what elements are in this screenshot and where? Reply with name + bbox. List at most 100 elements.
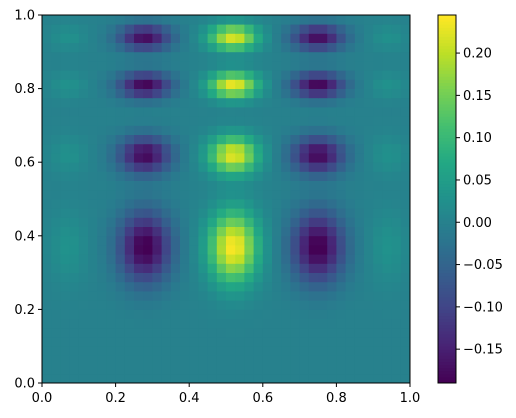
heatmap-cell <box>354 373 365 384</box>
heatmap-cell <box>106 309 116 319</box>
heatmap-cell <box>60 263 70 273</box>
heatmap-cell <box>391 51 402 62</box>
heatmap-cell <box>170 180 181 191</box>
heatmap-cell <box>180 281 190 292</box>
heatmap-cell <box>235 245 245 255</box>
heatmap-cell <box>198 79 208 89</box>
heatmap-cell <box>115 337 126 347</box>
heatmap-cell <box>124 235 135 246</box>
heatmap-cell <box>290 42 300 53</box>
heatmap-cell <box>78 235 89 246</box>
heatmap-cell <box>345 245 356 255</box>
heatmap-cell <box>161 281 172 292</box>
heatmap-cell <box>78 107 89 117</box>
heatmap-cell <box>152 51 162 62</box>
heatmap-cell <box>97 235 107 246</box>
heatmap-cell <box>198 33 208 43</box>
heatmap-cell <box>226 180 236 191</box>
heatmap-cell <box>106 364 116 375</box>
heatmap-cell <box>364 327 374 338</box>
heatmap-cell <box>198 235 208 246</box>
colorbar-segment <box>438 51 456 56</box>
heatmap-cell <box>69 180 80 191</box>
heatmap-cell <box>216 116 227 126</box>
heatmap-cell <box>345 199 356 209</box>
heatmap-cell <box>180 199 190 209</box>
heatmap-cell <box>281 291 291 301</box>
heatmap-cell <box>318 327 328 338</box>
heatmap-cell <box>60 88 70 99</box>
heatmap-cell <box>391 217 402 227</box>
heatmap-cell <box>216 318 227 329</box>
heatmap-cell <box>207 15 218 25</box>
heatmap-cell <box>235 51 245 62</box>
heatmap-cell <box>382 189 392 200</box>
heatmap-cell <box>78 226 89 237</box>
heatmap-cell <box>180 346 190 356</box>
heatmap-cell <box>180 235 190 246</box>
heatmap-cell <box>281 226 291 237</box>
heatmap-cell <box>161 355 172 365</box>
heatmap-cell <box>69 327 80 338</box>
heatmap-cell <box>364 24 374 34</box>
heatmap-cell <box>207 171 218 181</box>
heatmap-cell <box>216 79 227 89</box>
heatmap-cell <box>253 180 264 191</box>
heatmap-cell <box>364 162 374 172</box>
heatmap-cell <box>97 162 107 172</box>
heatmap-cell <box>115 226 126 237</box>
colorbar-segment <box>438 251 456 255</box>
heatmap-cell <box>106 272 116 283</box>
heatmap-cell <box>235 199 245 209</box>
heatmap-cell <box>78 346 89 356</box>
heatmap-cell <box>281 79 291 89</box>
heatmap-cell <box>235 162 245 172</box>
heatmap-cell <box>88 281 98 292</box>
colorbar-segment <box>438 217 456 221</box>
heatmap-cell <box>60 373 70 384</box>
colorbar-segment <box>438 61 456 65</box>
heatmap-cell <box>189 153 199 163</box>
heatmap-cell <box>216 125 227 135</box>
colorbar-segment <box>438 361 456 366</box>
heatmap-cell <box>88 88 98 99</box>
heatmap-cell <box>290 208 300 218</box>
heatmap-cell <box>235 61 245 71</box>
heatmap-cell <box>134 33 144 43</box>
heatmap-cell <box>134 42 144 53</box>
heatmap-cell <box>318 33 328 43</box>
heatmap-cell <box>364 42 374 53</box>
heatmap-cell <box>226 153 236 163</box>
heatmap-cell <box>345 24 356 34</box>
heatmap-cell <box>327 355 337 365</box>
heatmap-cell <box>400 281 411 292</box>
heatmap-cell <box>134 355 144 365</box>
heatmap-cell <box>143 79 153 89</box>
heatmap-cell <box>51 217 61 227</box>
heatmap-cell <box>115 272 126 283</box>
heatmap-cell <box>244 116 254 126</box>
heatmap-cell <box>281 309 291 319</box>
colorbar-segment <box>438 364 456 369</box>
heatmap-cell <box>299 263 310 273</box>
heatmap-cell <box>253 318 264 329</box>
heatmap-cell <box>189 272 199 283</box>
heatmap-cell <box>272 364 282 375</box>
heatmap-cell <box>400 61 411 71</box>
heatmap-cell <box>60 226 70 237</box>
heatmap-cell <box>318 189 328 200</box>
heatmap-cell <box>373 70 383 80</box>
heatmap-cell <box>400 15 411 25</box>
heatmap-cell <box>51 33 61 43</box>
heatmap-cell <box>327 272 337 283</box>
heatmap-cell <box>143 70 153 80</box>
heatmap-cell <box>308 162 319 172</box>
heatmap-cell <box>152 226 162 237</box>
heatmap-cell <box>42 24 52 34</box>
heatmap-cell <box>327 327 337 338</box>
heatmap-cell <box>391 125 402 135</box>
heatmap-cell <box>318 309 328 319</box>
heatmap-cell <box>364 272 374 283</box>
colorbar: −0.15−0.10−0.050.000.050.100.150.20 <box>437 14 503 384</box>
heatmap-cell <box>336 364 346 375</box>
